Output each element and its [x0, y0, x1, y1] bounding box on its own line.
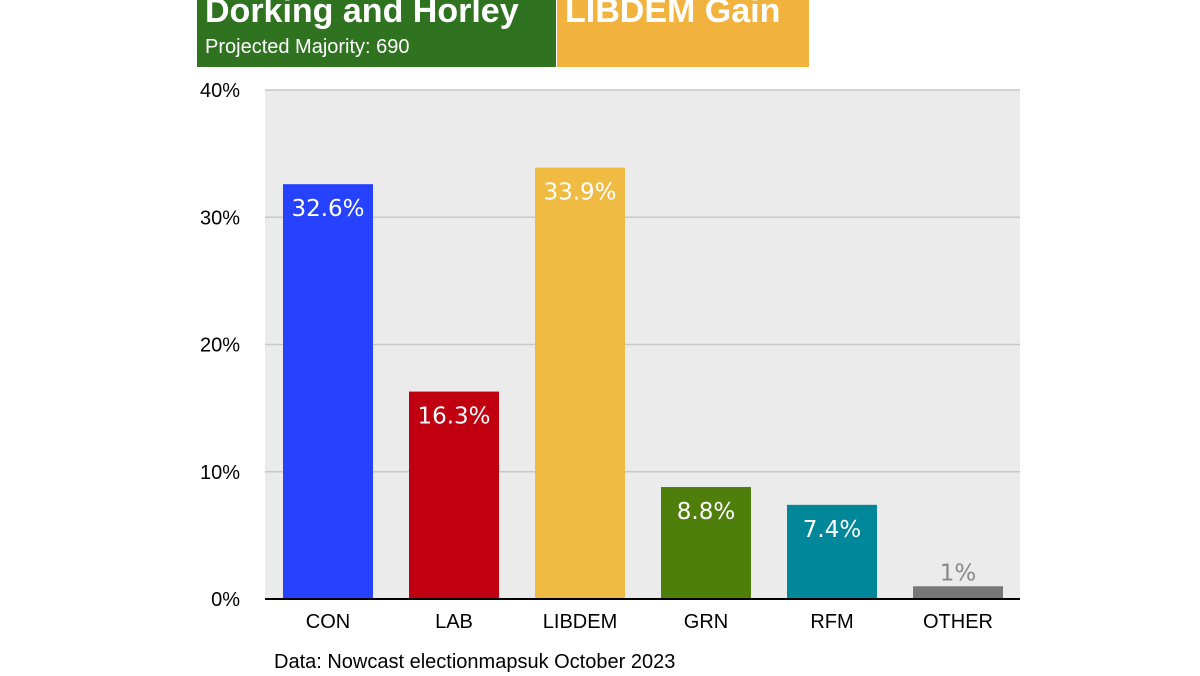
data-label: 33.9%: [543, 180, 616, 206]
bar-libdem: [535, 167, 625, 599]
x-tick-label: LAB: [435, 611, 473, 633]
result-label: LIBDEM Gain: [565, 0, 781, 30]
data-label: 1%: [940, 560, 977, 586]
data-label: 32.6%: [291, 196, 364, 222]
bar-rfm: [787, 504, 877, 599]
y-tick-label: 40%: [200, 80, 240, 102]
data-label: 16.3%: [417, 404, 490, 430]
x-tick-label: LIBDEM: [543, 611, 617, 633]
data-label: 7.4%: [803, 517, 861, 543]
data-label: 8.8%: [677, 499, 735, 525]
y-tick-label: 20%: [200, 335, 240, 357]
y-tick-label: 30%: [200, 207, 240, 229]
y-tick-label: 0%: [211, 589, 240, 611]
projected-majority: Projected Majority: 690: [205, 36, 410, 58]
bar-other: [913, 586, 1003, 599]
y-tick-label: 10%: [200, 462, 240, 484]
x-tick-label: RFM: [810, 611, 853, 633]
x-tick-label: OTHER: [923, 611, 993, 633]
bar-con: [283, 184, 373, 600]
x-tick-label: CON: [306, 611, 350, 633]
data-source: Data: Nowcast electionmapsuk October 202…: [274, 651, 676, 673]
bar-grn: [661, 487, 751, 599]
constituency-banner: Dorking and Horley Projected Majority: 6…: [197, 0, 556, 67]
x-tick-label: GRN: [684, 611, 728, 633]
result-banner: LIBDEM Gain: [557, 0, 809, 67]
constituency-name: Dorking and Horley: [205, 0, 519, 30]
bar-lab: [409, 391, 499, 599]
